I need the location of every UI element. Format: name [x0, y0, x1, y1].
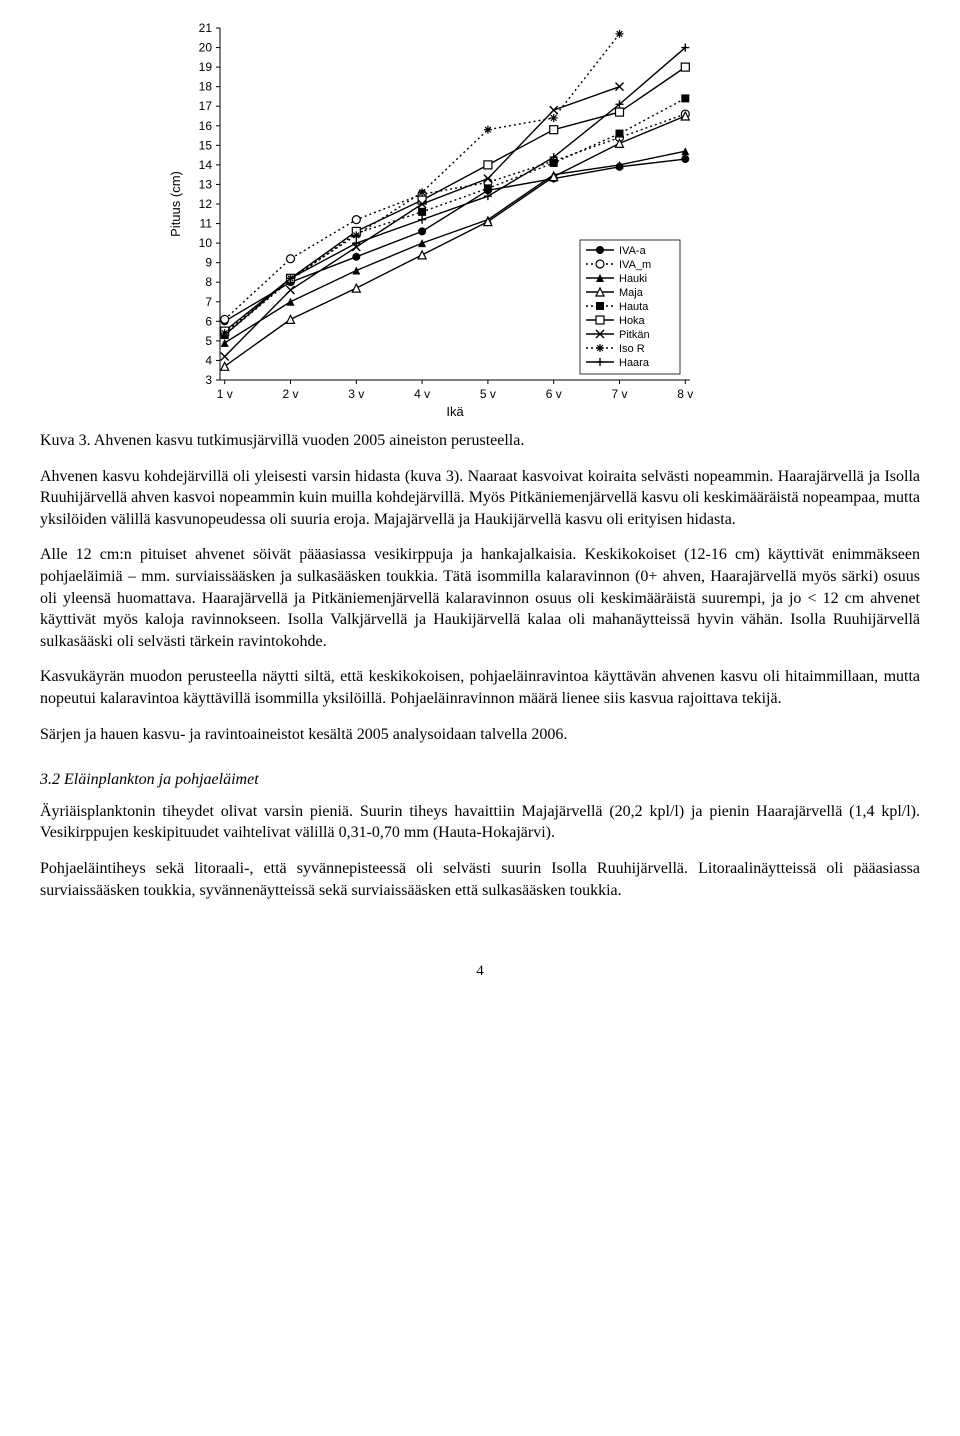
svg-text:Hauta: Hauta: [619, 301, 649, 313]
page-number: 4: [40, 961, 920, 981]
svg-text:IVA-a: IVA-a: [619, 245, 647, 257]
paragraph-3: Kasvukäyrän muodon perusteella näytti si…: [40, 666, 920, 709]
svg-text:12: 12: [199, 197, 213, 211]
svg-text:Pituus (cm): Pituus (cm): [168, 171, 183, 237]
paragraph-1: Ahvenen kasvu kohdejärvillä oli yleisest…: [40, 466, 920, 531]
paragraph-5: Äyriäisplanktonin tiheydet olivat varsin…: [40, 801, 920, 844]
svg-text:9: 9: [205, 256, 212, 270]
svg-text:Haara: Haara: [619, 357, 650, 369]
svg-text:19: 19: [199, 60, 213, 74]
svg-text:Hoka: Hoka: [619, 315, 646, 327]
svg-text:14: 14: [199, 158, 213, 172]
svg-text:7 v: 7 v: [611, 387, 627, 401]
svg-text:15: 15: [199, 138, 213, 152]
svg-text:3 v: 3 v: [348, 387, 364, 401]
paragraph-6: Pohjaeläintiheys sekä litoraali-, että s…: [40, 858, 920, 901]
svg-text:Ikä: Ikä: [446, 404, 464, 419]
svg-text:5: 5: [205, 334, 212, 348]
figure-caption: Kuva 3. Ahvenen kasvu tutkimusjärvillä v…: [40, 430, 920, 452]
svg-text:8: 8: [205, 275, 212, 289]
svg-text:21: 21: [199, 21, 213, 35]
svg-text:7: 7: [205, 295, 212, 309]
svg-text:17: 17: [199, 99, 213, 113]
svg-text:IVA_m: IVA_m: [619, 259, 651, 271]
svg-text:5 v: 5 v: [480, 387, 496, 401]
svg-text:4 v: 4 v: [414, 387, 430, 401]
svg-text:10: 10: [199, 236, 213, 250]
svg-text:18: 18: [199, 80, 213, 94]
svg-text:1 v: 1 v: [217, 387, 233, 401]
svg-text:3: 3: [205, 373, 212, 387]
svg-text:8 v: 8 v: [677, 387, 693, 401]
svg-text:20: 20: [199, 41, 213, 55]
svg-text:4: 4: [205, 353, 212, 367]
svg-text:2 v: 2 v: [282, 387, 298, 401]
paragraph-2: Alle 12 cm:n pituiset ahvenet söivät pää…: [40, 544, 920, 652]
svg-text:16: 16: [199, 119, 213, 133]
svg-text:Hauki: Hauki: [619, 273, 647, 285]
growth-chart: 3 4 5 6 7 8 9 10 11 12 13 14 15 16 17 18 19 20 21 Pituus (c…: [160, 20, 700, 420]
paragraph-4: Särjen ja hauen kasvu- ja ravintoaineist…: [40, 724, 920, 746]
section-heading: 3.2 Eläinplankton ja pohjaeläimet: [40, 769, 920, 791]
svg-text:Pitkän: Pitkän: [619, 329, 650, 341]
svg-text:6: 6: [205, 314, 212, 328]
svg-text:11: 11: [200, 217, 213, 231]
svg-text:13: 13: [199, 177, 213, 191]
svg-text:Maja: Maja: [619, 287, 644, 299]
svg-text:6 v: 6 v: [546, 387, 562, 401]
svg-text:Iso R: Iso R: [619, 343, 645, 355]
